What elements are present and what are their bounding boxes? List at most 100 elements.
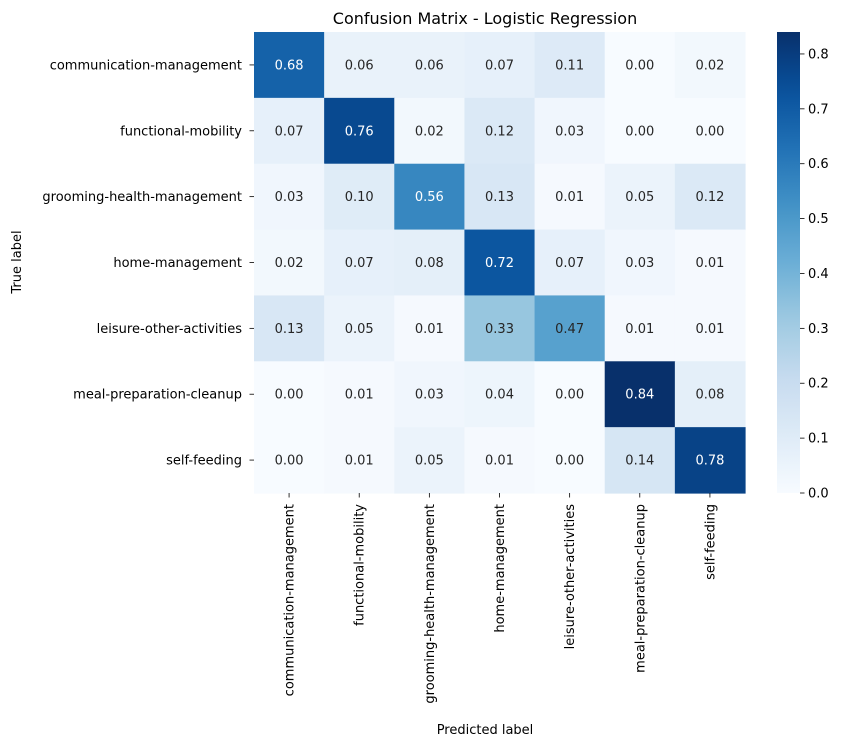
cell-value-label: 0.07 [485,58,514,73]
heatmap-cell [324,361,395,428]
cell-value-label: 0.76 [345,124,374,139]
cell-value-label: 0.00 [625,58,654,73]
heatmap-cell [394,361,466,428]
colorbar-tick-label: 0.4 [808,267,829,282]
cell-value-label: 0.01 [345,454,374,469]
heatmap-cell [534,295,606,362]
heatmap-cell [324,295,395,362]
colorbar-tick-label: 0.6 [808,157,829,172]
colorbar-tick-label: 0.1 [808,432,829,447]
y-tick-label: meal-preparation-cleanup [73,388,242,403]
cell-value-label: 0.78 [695,454,724,469]
heatmap-cell [534,32,606,99]
cell-value-label: 0.14 [625,454,654,469]
cell-value-label: 0.01 [485,454,514,469]
cell-value-label: 0.08 [695,388,724,403]
x-tick-label: functional-mobility [353,504,368,626]
heatmap-cell [534,361,606,428]
cell-value-label: 0.05 [625,190,654,205]
chart-title: Confusion Matrix - Logistic Regression [333,9,637,28]
cell-value-label: 0.00 [695,124,724,139]
heatmap-cell [324,163,395,231]
heatmap-cell [604,427,676,494]
cell-value-label: 0.07 [345,256,374,271]
heatmap-cell [464,97,536,165]
cell-value-label: 0.03 [275,190,304,205]
heatmap-cell [464,163,536,231]
heatmap-cell [394,97,466,165]
cell-value-label: 0.06 [345,58,374,73]
x-tick-label: communication-management [283,504,298,696]
cell-value-label: 0.13 [485,190,514,205]
heatmap-cell [534,163,606,231]
y-tick-label: functional-mobility [120,124,242,139]
cell-value-label: 0.33 [485,322,514,337]
x-tick-label: leisure-other-activities [563,504,578,650]
cell-value-label: 0.03 [415,388,444,403]
heatmap-cell [604,32,676,99]
heatmap-cell [604,163,676,231]
cell-value-label: 0.84 [625,388,654,403]
heatmap-cell [674,295,746,362]
heatmap-cell [604,361,676,428]
cell-value-label: 0.00 [555,388,584,403]
heatmap-cell [674,97,746,165]
cell-value-label: 0.01 [345,388,374,403]
heatmap-cell [604,295,676,362]
heatmap-cell [324,32,395,99]
heatmap-cell [254,97,325,165]
heatmap-cell [464,229,536,297]
heatmap-cell [254,361,325,428]
cell-value-label: 0.10 [345,190,374,205]
heatmap-cell [254,32,325,99]
heatmap-cell [254,427,325,494]
y-tick-label: grooming-health-management [42,190,242,205]
y-tick-label: communication-management [50,58,242,73]
cell-value-label: 0.02 [275,256,304,271]
heatmap-cell [674,427,746,494]
cell-value-label: 0.05 [415,454,444,469]
heatmap-cell [464,295,536,362]
cell-value-label: 0.11 [555,58,584,73]
colorbar-tick-label: 0.8 [808,47,829,62]
y-axis-label: True label [10,230,25,294]
cell-value-label: 0.12 [485,124,514,139]
colorbar-tick-label: 0.5 [808,212,829,227]
row-labels: communication-management functional-mobil… [42,58,254,469]
heatmap-cell [674,32,746,99]
heatmap-cell [534,427,606,494]
colorbar-tick-label: 0.2 [808,377,829,392]
cell-value-label: 0.07 [555,256,584,271]
heatmap-cell [324,97,395,165]
heatmap-cell [534,229,606,297]
cell-value-label: 0.13 [275,322,304,337]
heatmap-cell [254,229,325,297]
x-tick-label: home-management [493,504,508,633]
heatmap-cell [534,97,606,165]
heatmap-cell [464,32,536,99]
x-tick-label: meal-preparation-cleanup [633,504,648,673]
heatmap-cell [674,163,746,231]
cell-value-label: 0.00 [275,388,304,403]
heatmap-cells: 0.68 0.06 0.06 0.07 0.11 0.00 0.02 0.07 0.76 0.02… [254,32,746,494]
heatmap-cell [674,229,746,297]
cell-value-label: 0.01 [555,190,584,205]
cell-value-label: 0.00 [555,454,584,469]
cell-value-label: 0.01 [415,322,444,337]
cell-value-label: 0.03 [625,256,654,271]
heatmap-cell [324,229,395,297]
cell-value-label: 0.00 [275,454,304,469]
cell-value-label: 0.00 [625,124,654,139]
cell-value-label: 0.03 [555,124,584,139]
heatmap-cell [394,427,466,494]
cell-value-label: 0.68 [275,58,304,73]
cell-value-label: 0.72 [485,256,514,271]
heatmap-cell [464,361,536,428]
x-axis-label: Predicted label [437,723,534,738]
colorbar-tick-label: 0.0 [808,487,829,502]
heatmap-cell [394,229,466,297]
cell-value-label: 0.02 [695,58,724,73]
x-tick-label: self-feeding [703,504,718,580]
cell-value-label: 0.01 [625,322,654,337]
